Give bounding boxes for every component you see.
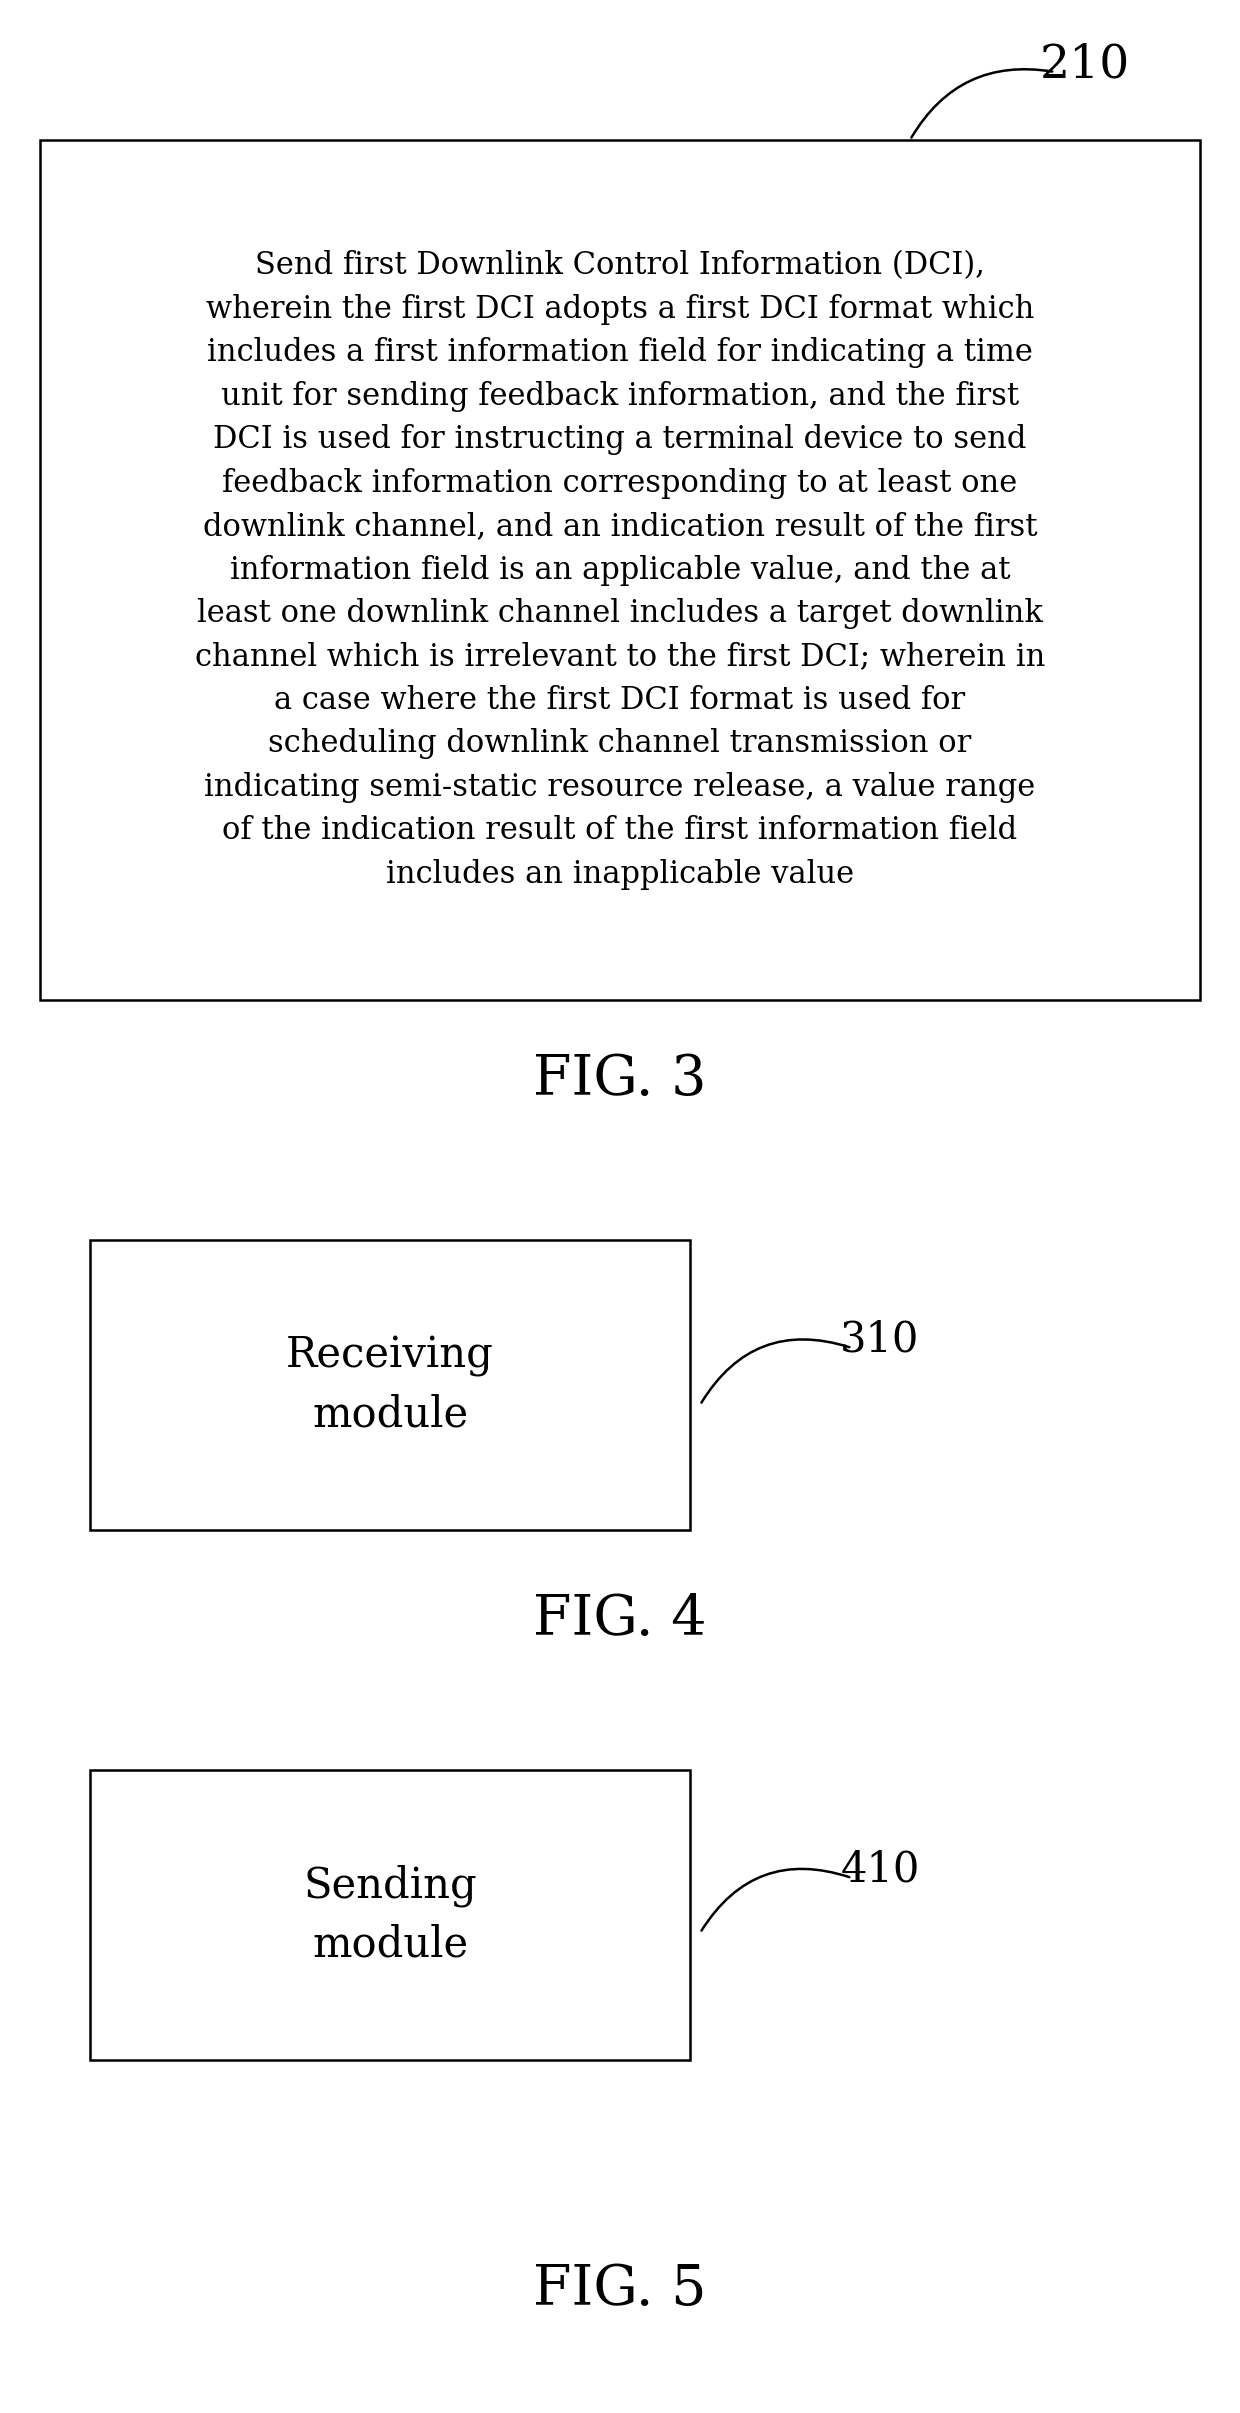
Text: 210: 210 xyxy=(1040,43,1130,87)
Text: Send first Downlink Control Information (DCI),
wherein the first DCI adopts a fi: Send first Downlink Control Information … xyxy=(195,251,1045,890)
Text: 310: 310 xyxy=(841,1320,920,1361)
Bar xyxy=(91,1240,689,1530)
Text: Sending
module: Sending module xyxy=(303,1865,477,1967)
Text: 410: 410 xyxy=(841,1848,920,1892)
Bar xyxy=(91,1771,689,2061)
Bar xyxy=(40,140,1200,999)
Text: Receiving
module: Receiving module xyxy=(286,1334,494,1436)
Text: FIG. 4: FIG. 4 xyxy=(533,1593,707,1648)
Text: FIG. 5: FIG. 5 xyxy=(533,2263,707,2316)
Text: FIG. 3: FIG. 3 xyxy=(533,1052,707,1108)
